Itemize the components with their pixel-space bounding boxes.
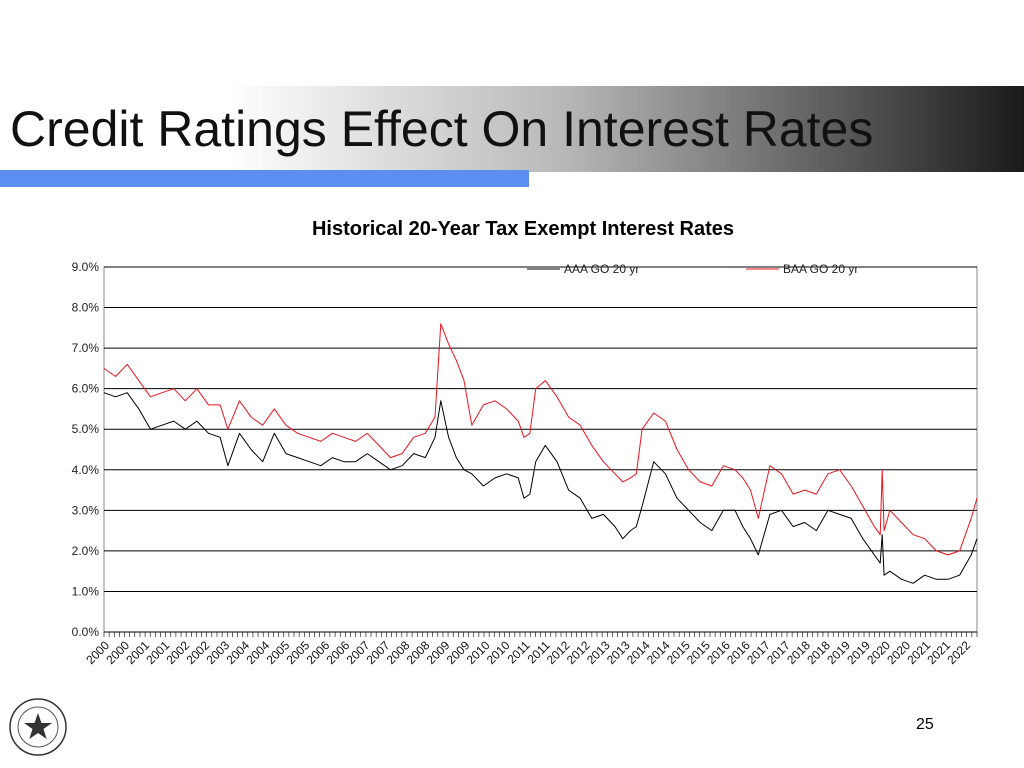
title-gradient-bar xyxy=(0,86,1024,172)
plot-area xyxy=(103,266,978,633)
x-axis-ticks: 2000200020012001200220022003200420042005… xyxy=(83,632,978,667)
y-tick-label: 8.0% xyxy=(72,301,100,315)
slide-title: Credit Ratings Effect On Interest Rates xyxy=(10,101,874,157)
chart-grid xyxy=(103,266,978,633)
title-accent-bar xyxy=(0,170,529,187)
y-tick-label: 5.0% xyxy=(72,422,100,436)
y-tick-label: 3.0% xyxy=(72,503,100,517)
series-line-aaa xyxy=(103,392,978,584)
y-tick-label: 9.0% xyxy=(72,260,100,274)
state-seal-logo xyxy=(9,698,67,756)
series-line-baa xyxy=(103,323,978,556)
y-tick-label: 0.0% xyxy=(72,625,100,639)
y-tick-label: 4.0% xyxy=(72,463,100,477)
chart-legend: AAA GO 20 yr BAA GO 20 yr xyxy=(527,262,858,276)
series-layer xyxy=(103,323,978,584)
y-tick-label: 2.0% xyxy=(72,544,100,558)
legend-label-baa: BAA GO 20 yr xyxy=(783,262,858,276)
chart-title: Historical 20-Year Tax Exempt Interest R… xyxy=(312,218,734,240)
x-tick-label: 2022 xyxy=(944,638,973,667)
y-tick-label: 1.0% xyxy=(72,584,100,598)
y-tick-label: 6.0% xyxy=(72,382,100,396)
y-axis-ticks: 0.0% 1.0% 2.0% 3.0% 4.0% 5.0% 6.0% 7.0% 8.0% 9.0% xyxy=(72,260,100,639)
rates-line-chart: Historical 20-Year Tax Exempt Interest R… xyxy=(72,218,978,667)
legend-label-aaa: AAA GO 20 yr xyxy=(564,262,639,276)
y-tick-label: 7.0% xyxy=(72,341,100,355)
page-number: 25 xyxy=(916,716,934,733)
